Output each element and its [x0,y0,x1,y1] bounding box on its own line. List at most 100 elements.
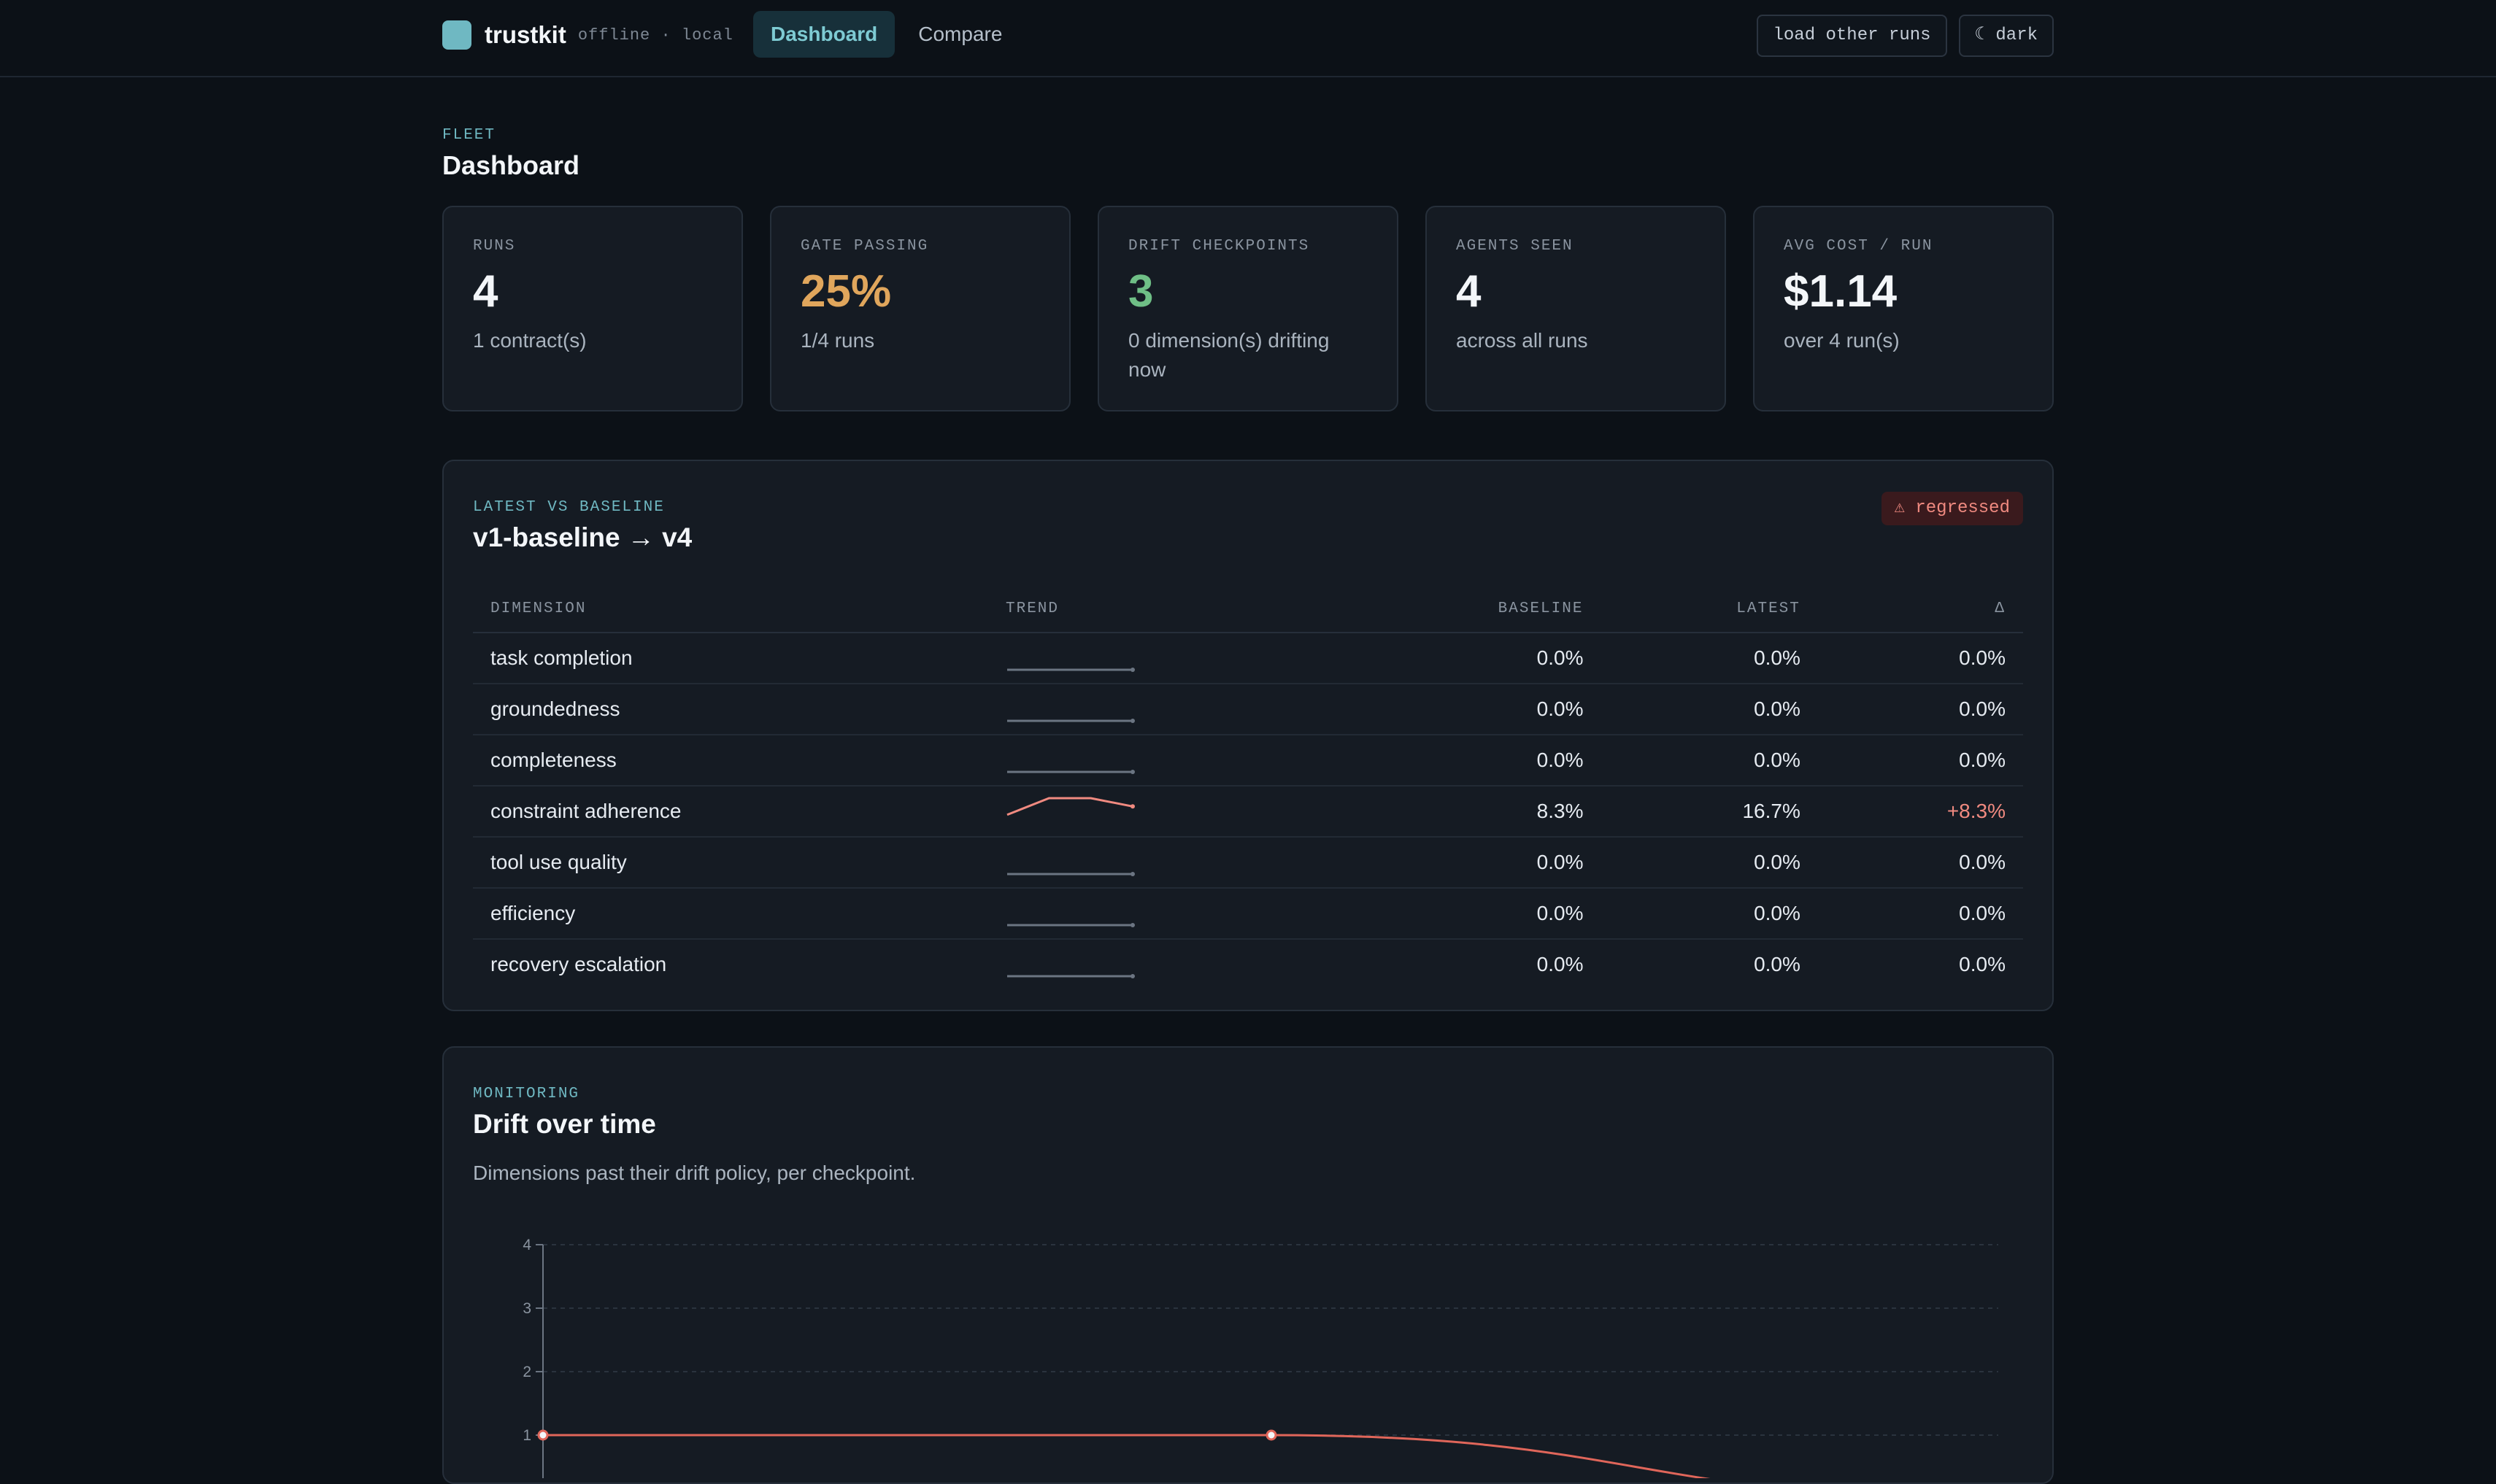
trend-sparkline [1006,797,1135,816]
cell-trend [988,786,1337,838]
stat-sub: 1/4 runs [801,329,875,352]
cell-delta: 0.0% [1817,633,2023,684]
col-latest: LATEST [1601,585,1818,633]
stat-card-gate-passing: GATE PASSING 25% 1/4 runs [770,206,1071,411]
cell-delta: 0.0% [1959,953,2006,975]
trend-sparkline [1007,974,1135,978]
stat-sub: 1 contract(s) [473,329,587,352]
trend-sparkline [1007,770,1135,774]
stat-value: 4 [473,266,498,317]
stat-value: 4 [1456,266,1482,317]
cell-trend [988,633,1337,684]
cell-latest: 0.0% [1601,684,1818,735]
table-row: completeness 0.0% 0.0% 0.0% [473,735,2023,787]
stat-card-drift-checkpoints: DRIFT CHECKPOINTS 3 0 dimension(s) drift… [1098,206,1398,411]
cell-baseline: 0.0% [1536,953,1584,975]
page-title: Dashboard [442,150,580,180]
cell-dimension: efficiency [473,888,988,940]
dimensions-table: DIMENSION TREND BASELINE LATEST Δ task c… [473,585,2023,989]
panel-title: Drift over time [473,1109,656,1139]
table-row: efficiency 0.0% 0.0% 0.0% [473,888,2023,940]
nav-dashboard[interactable]: Dashboard [753,11,895,58]
cell-baseline: 0.0% [1337,888,1601,940]
cell-trend [988,684,1337,735]
connection-status: offline · local [577,26,733,45]
cell-dimension: recovery escalation [490,953,667,975]
stat-card-runs: RUNS 4 1 contract(s) [442,206,743,411]
top-bar: trustkit offline · local Dashboard Compa… [0,0,2496,77]
sparkline-endpoint [1130,719,1135,723]
latest-vs-baseline-panel: LATEST VS BASELINE v1-baseline → v4 ⚠ re… [442,460,2054,1011]
page-eyebrow: FLEET [442,127,496,144]
theme-toggle-button[interactable]: ☾ dark [1958,15,2054,57]
cell-delta: 0.0% [1817,837,2023,889]
cell-delta: 0.0% [1817,684,2023,735]
table-row: recovery escalation 0.0% 0.0% 0.0% [473,939,2023,989]
y-tick-label: 2 [523,1364,531,1380]
cell-baseline: 0.0% [1337,633,1601,684]
drift-series-line [543,1434,1711,1478]
table-row: task completion 0.0% 0.0% 0.0% [473,633,2023,684]
cell-baseline: 0.0% [1337,837,1601,889]
sparkline-endpoint [1130,804,1135,809]
panel-eyebrow: LATEST VS BASELINE [473,499,665,516]
col-delta: Δ [1817,585,2023,633]
sparkline-endpoint [1130,872,1135,876]
table-row: constraint adherence 8.3% 16.7% +8.3% [473,786,2023,838]
sparkline-endpoint [1130,668,1135,672]
drift-chart: 1 2 3 4 [523,1237,1998,1478]
stat-label: DRIFT CHECKPOINTS [1128,238,1310,255]
logo-icon [442,20,471,50]
panel-title: v1-baseline → v4 [473,522,693,552]
app-name: trustkit [485,21,566,48]
cell-latest: 0.0% [1601,888,1818,940]
stat-value: $1.14 [1784,266,1898,317]
trend-sparkline [1007,923,1135,927]
drift-point [537,1429,549,1441]
trend-sparkline [1007,872,1135,876]
stat-value: 3 [1128,266,1154,317]
trend-sparkline [1007,719,1135,723]
stat-cards: RUNS 4 1 contract(s) GATE PASSING 25% 1/… [442,206,2054,411]
cell-delta: +8.3% [1817,786,2023,838]
stat-label: AVG COST / RUN [1784,238,1933,255]
table-header-row: DIMENSION TREND BASELINE LATEST Δ [473,585,2023,633]
nav-compare[interactable]: Compare [918,23,1003,45]
brand: trustkit offline · local [442,20,733,50]
y-tick-label: 1 [523,1427,531,1444]
col-trend: TREND [988,585,1337,633]
cell-latest: 0.0% [1754,953,1800,975]
cell-trend [988,888,1337,940]
panel-eyebrow: MONITORING [473,1086,580,1102]
stat-value: 25% [801,266,892,317]
stat-card-agents-seen: AGENTS SEEN 4 across all runs [1425,206,1726,411]
stat-label: AGENTS SEEN [1456,238,1574,255]
cell-baseline: 8.3% [1337,786,1601,838]
cell-dimension: completeness [473,735,988,787]
col-baseline: BASELINE [1337,585,1601,633]
drift-description: Dimensions past their drift policy, per … [473,1162,916,1184]
table-row: groundedness 0.0% 0.0% 0.0% [473,684,2023,735]
sparkline-endpoint [1130,974,1135,978]
top-actions: load other runs ☾ dark [1745,15,2054,57]
stat-card-avg-cost: AVG COST / RUN $1.14 over 4 run(s) [1753,206,2054,411]
cell-trend [988,837,1337,889]
main-nav: Dashboard Compare [753,11,1025,58]
sparkline-endpoint [1130,770,1135,774]
cell-baseline: 0.0% [1337,735,1601,787]
cell-latest: 0.0% [1601,837,1818,889]
drift-point [1266,1429,1277,1441]
cell-dimension: tool use quality [473,837,988,889]
cell-latest: 0.0% [1601,735,1818,787]
stat-sub: across all runs [1456,329,1588,352]
regressed-badge: ⚠ regressed [1881,492,2023,525]
trend-sparkline [1007,668,1135,672]
cell-dimension: groundedness [473,684,988,735]
y-tick-label: 3 [523,1300,531,1317]
load-other-runs-button[interactable]: load other runs [1757,15,1947,57]
cell-trend [988,939,1337,989]
table-row: tool use quality 0.0% 0.0% 0.0% [473,837,2023,889]
sparkline-endpoint [1130,923,1135,927]
cell-dimension: task completion [473,633,988,684]
stat-label: GATE PASSING [801,238,929,255]
